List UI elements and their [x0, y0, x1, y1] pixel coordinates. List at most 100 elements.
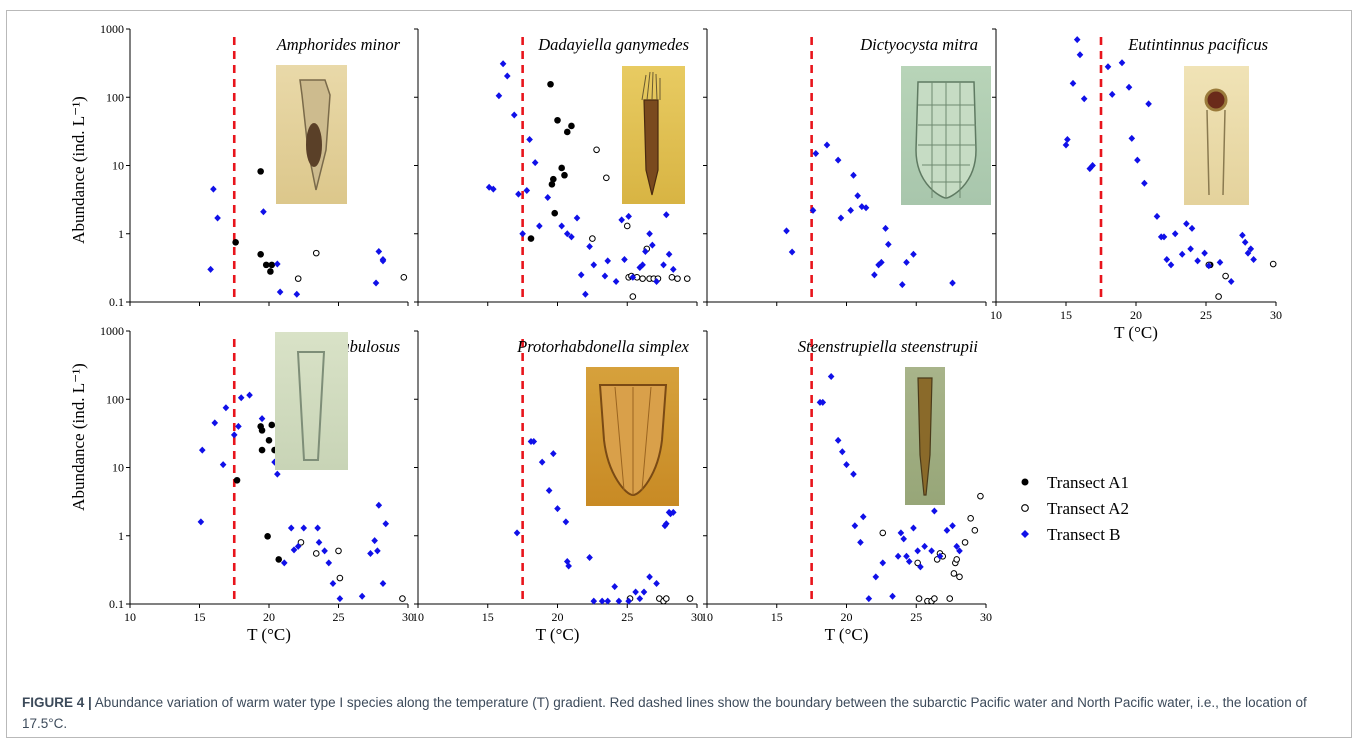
point-transect-a1 — [268, 421, 276, 429]
point-transect-a1 — [550, 175, 557, 183]
point-transect-b — [582, 290, 589, 298]
point-transect-a2 — [967, 515, 974, 522]
point-transect-b — [839, 448, 846, 456]
point-transect-b — [503, 72, 511, 80]
point-transect-b — [590, 261, 598, 269]
point-transect-b — [315, 538, 323, 546]
point-transect-b — [554, 505, 561, 513]
x-tick-label: 15 — [482, 610, 494, 624]
point-transect-a2 — [971, 527, 979, 534]
point-transect-b — [1125, 83, 1133, 91]
point-transect-b — [604, 257, 612, 265]
point-transect-b — [526, 136, 533, 144]
point-transect-b — [358, 592, 366, 600]
point-transect-b — [632, 588, 639, 596]
point-transect-b — [1227, 277, 1235, 285]
point-transect-a2 — [931, 595, 938, 602]
x-axis-title: T (°C) — [1114, 323, 1158, 342]
point-transect-b — [375, 247, 383, 255]
micrograph-protorhabdonella-simplex — [586, 367, 679, 506]
point-transect-a2 — [953, 556, 961, 563]
point-transect-b — [314, 524, 321, 532]
point-transect-b — [219, 461, 227, 469]
y-axis-title-top: Abundance (ind. L⁻¹) — [69, 96, 88, 244]
point-transect-b — [882, 224, 889, 232]
x-tick-label: 30 — [691, 610, 703, 624]
point-transect-b — [586, 554, 593, 562]
point-transect-b — [1062, 141, 1070, 149]
point-transect-b — [653, 277, 660, 285]
point-transect-a2 — [1269, 260, 1277, 268]
point-transect-b — [621, 255, 628, 263]
point-transect-a1 — [568, 122, 575, 130]
point-transect-b — [1241, 238, 1249, 246]
point-transect-b — [851, 522, 859, 530]
point-transect-b — [910, 250, 917, 258]
point-transect-b — [910, 524, 917, 532]
point-transect-b — [914, 547, 921, 555]
point-transect-b — [1128, 134, 1136, 142]
point-transect-b — [558, 222, 565, 230]
point-transect-b — [538, 458, 546, 466]
point-transect-b — [663, 211, 670, 219]
point-transect-b — [531, 159, 539, 167]
point-transect-a2 — [623, 222, 631, 230]
point-transect-a2 — [336, 574, 344, 582]
point-transect-b — [1080, 95, 1088, 103]
point-transect-b — [523, 187, 531, 195]
point-transect-a1 — [257, 250, 264, 258]
micrograph-e-tubulosus — [275, 332, 348, 470]
point-transect-a2 — [335, 547, 342, 555]
point-transect-b — [237, 394, 245, 402]
point-transect-b — [862, 204, 870, 212]
point-transect-b — [258, 415, 266, 423]
point-transect-b — [611, 583, 618, 591]
point-transect-b — [197, 518, 205, 526]
point-transect-b — [878, 258, 885, 266]
point-transect-b — [649, 241, 656, 249]
point-transect-b — [953, 542, 961, 550]
point-transect-b — [510, 111, 518, 119]
point-transect-b — [246, 391, 253, 399]
legend-label-transect-a2: Transect A2 — [1047, 499, 1129, 518]
point-transect-b — [879, 559, 887, 567]
point-transect-a1 — [262, 261, 270, 269]
point-transect-b — [931, 507, 938, 515]
point-transect-b — [889, 592, 896, 600]
panel-title: Steenstrupiella steenstrupii — [798, 337, 979, 356]
point-transect-b — [885, 240, 892, 248]
point-transect-b — [871, 271, 878, 279]
point-transect-b — [598, 597, 606, 605]
point-transect-b — [287, 524, 295, 532]
point-transect-b — [1073, 36, 1081, 44]
point-transect-b — [374, 547, 381, 555]
point-transect-b — [379, 579, 387, 587]
micrograph-eutintinnus-pacificus — [1184, 66, 1249, 205]
y-axis-title-bottom: Abundance (ind. L⁻¹) — [69, 363, 88, 511]
point-transect-b — [550, 450, 557, 458]
point-transect-b — [667, 510, 674, 518]
micrograph-dadayiella-ganymedes — [622, 66, 685, 204]
point-transect-b — [903, 552, 910, 560]
x-axis-title: T (°C) — [247, 625, 291, 644]
point-transect-b — [1145, 100, 1152, 108]
x-tick-label: 20 — [1130, 308, 1142, 322]
point-transect-b — [577, 271, 585, 279]
point-transect-b — [1108, 90, 1116, 98]
point-transect-b — [850, 171, 857, 179]
panel-title: Eutintinnus pacificus — [1127, 35, 1268, 54]
point-transect-b — [321, 547, 328, 555]
point-transect-a1 — [232, 238, 239, 246]
point-transect-a1 — [265, 437, 273, 444]
point-transect-b — [230, 431, 238, 439]
point-transect-a1 — [547, 80, 554, 88]
legend: Transect A1 Transect A2 Transect B — [1021, 473, 1129, 544]
point-transect-b — [1160, 233, 1168, 241]
point-transect-b — [903, 258, 910, 266]
point-transect-b — [618, 216, 625, 224]
panel-7: 10 15 20 25 30 T (°C) Steenstrupiella steenstr… — [701, 330, 992, 644]
point-transect-b — [586, 243, 593, 251]
point-transect-b — [590, 597, 598, 605]
point-transect-b — [615, 597, 623, 605]
point-transect-b — [563, 557, 571, 565]
